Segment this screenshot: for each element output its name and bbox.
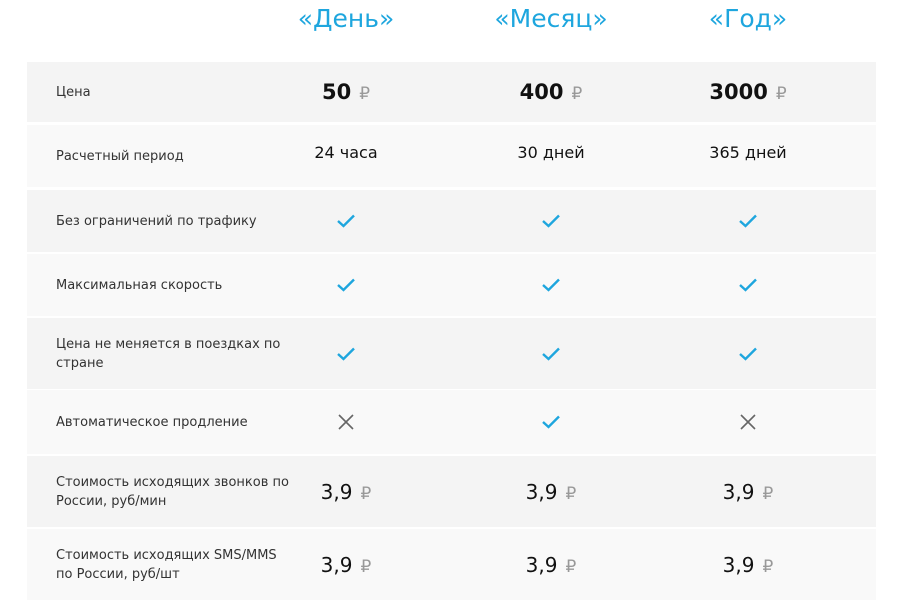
value-text: 3,9 xyxy=(320,479,353,504)
row-label: Стоимость исходящих SMS/MMS по России, р… xyxy=(56,547,277,582)
cell-value: 3,9 ₽ xyxy=(526,553,577,577)
table-row: Стоимость исходящих звонков по России, р… xyxy=(27,456,876,527)
row-label: Цена не меняется в поездках по стране xyxy=(56,336,281,371)
row-label: Цена xyxy=(56,84,91,100)
table-row: Автоматическое продление xyxy=(27,390,876,454)
cell-value: 30 дней xyxy=(517,143,584,162)
value-text: 50 xyxy=(321,80,352,104)
ruble-sign: ₽ xyxy=(775,84,787,104)
row-label: Без ограничений по трафику xyxy=(56,213,257,229)
value-text: 24 часа xyxy=(314,142,378,162)
row-label: Стоимость исходящих звонков по России, р… xyxy=(56,474,289,509)
ruble-sign: ₽ xyxy=(360,483,372,504)
value-text: 3,9 xyxy=(722,479,755,504)
table-row: Цена 50 ₽400 ₽3000 ₽ xyxy=(27,62,876,122)
cell-value: 365 дней xyxy=(709,143,786,162)
value-text: 3,9 xyxy=(525,552,558,577)
cell-value: 3000 ₽ xyxy=(709,80,786,104)
table-row: Стоимость исходящих SMS/MMS по России, р… xyxy=(27,529,876,600)
table-row: Цена не меняется в поездках по стране xyxy=(27,318,876,389)
row-label: Максимальная скорость xyxy=(56,277,223,293)
plan-header-year: «Год» xyxy=(708,4,788,33)
table-row: Расчетный период 24 часа 30 дней 365 дней xyxy=(27,125,876,187)
ruble-sign: ₽ xyxy=(762,483,774,504)
check-icon xyxy=(337,214,355,228)
ruble-sign: ₽ xyxy=(762,556,774,577)
value-text: 3,9 xyxy=(525,479,558,504)
ruble-sign: ₽ xyxy=(565,483,577,504)
plan-header-month: «Месяц» xyxy=(494,4,608,33)
cell-value: 400 ₽ xyxy=(520,80,583,104)
ruble-sign: ₽ xyxy=(565,556,577,577)
value-text: 30 дней xyxy=(517,142,585,162)
value-text: 3,9 xyxy=(320,552,353,577)
check-icon xyxy=(337,347,355,361)
cell-value: 3,9 ₽ xyxy=(321,480,372,504)
check-icon xyxy=(542,278,560,292)
ruble-sign: ₽ xyxy=(571,84,583,104)
value-text: 3000 xyxy=(709,80,768,104)
cell-value: 3,9 ₽ xyxy=(526,480,577,504)
cell-value: 3,9 ₽ xyxy=(723,553,774,577)
table-row: Максимальная скорость xyxy=(27,254,876,316)
value-text: 400 xyxy=(519,80,564,104)
check-icon xyxy=(542,415,560,429)
check-icon xyxy=(739,347,757,361)
cell-value: 3,9 ₽ xyxy=(321,553,372,577)
check-icon xyxy=(739,278,757,292)
cell-value: 24 часа xyxy=(314,143,377,162)
cross-icon xyxy=(740,414,756,430)
cell-value: 50 ₽ xyxy=(322,80,370,104)
row-label: Расчетный период xyxy=(56,148,184,164)
ruble-sign: ₽ xyxy=(360,556,372,577)
check-icon xyxy=(542,347,560,361)
ruble-sign: ₽ xyxy=(359,84,371,104)
table-row: Без ограничений по трафику xyxy=(27,190,876,252)
check-icon xyxy=(542,214,560,228)
value-text: 3,9 xyxy=(722,552,755,577)
check-icon xyxy=(337,278,355,292)
check-icon xyxy=(739,214,757,228)
row-label: Автоматическое продление xyxy=(56,414,248,430)
value-text: 365 дней xyxy=(709,142,787,162)
cell-value: 3,9 ₽ xyxy=(723,480,774,504)
plan-header-day: «День» xyxy=(297,4,395,33)
cross-icon xyxy=(338,414,354,430)
